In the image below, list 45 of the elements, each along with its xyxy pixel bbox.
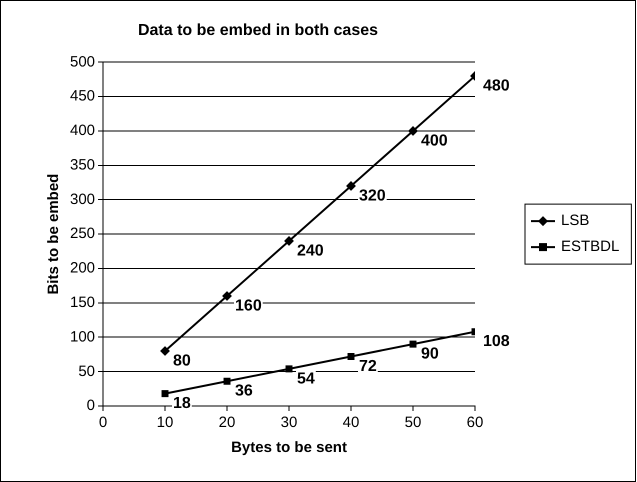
x-axis-title: Bytes to be sent: [231, 439, 347, 456]
data-label: 36: [235, 382, 253, 400]
point: [408, 126, 418, 136]
data-label: 400: [421, 132, 448, 150]
point: [162, 390, 168, 398]
data-label: 72: [359, 358, 377, 375]
y-tick-label: 450: [70, 88, 96, 105]
point: [224, 378, 230, 385]
x-tick-label: 10: [156, 414, 174, 432]
y-tick-label: 400: [70, 122, 96, 140]
data-label: 480: [483, 77, 510, 94]
y-tick-label: 100: [70, 328, 96, 346]
data-label: 160: [235, 297, 262, 314]
y-tick-label: 200: [70, 260, 96, 277]
data-label: 240: [297, 242, 324, 260]
legend-label: ESTBDL: [561, 238, 620, 256]
point: [222, 291, 232, 300]
x-tick-label: 60: [466, 414, 484, 432]
point: [160, 346, 170, 356]
point: [346, 181, 356, 190]
y-tick-label: 50: [78, 362, 96, 380]
point: [284, 236, 294, 246]
data-label: 320: [359, 187, 386, 204]
data-label: 108: [483, 333, 510, 350]
point: [410, 340, 416, 348]
point: [286, 365, 292, 372]
y-tick-label: 0: [86, 397, 96, 414]
data-label: 18: [173, 395, 191, 412]
x-tick-label: 50: [404, 414, 422, 432]
legend-label: LSB: [561, 212, 590, 230]
y-tick-label: 300: [70, 190, 96, 208]
data-label: 80: [173, 352, 191, 370]
point: [348, 353, 354, 360]
y-axis-title: Bits to be embed: [45, 174, 62, 295]
chart-title: Data to be embed in both cases: [138, 22, 378, 40]
data-label: 54: [297, 370, 315, 388]
y-tick-label: 150: [70, 294, 96, 311]
y-tick-label: 250: [70, 225, 96, 242]
data-label: 90: [421, 346, 439, 363]
x-tick-label: 0: [98, 414, 108, 432]
y-tick-label: 500: [70, 53, 96, 70]
x-tick-label: 20: [218, 414, 236, 432]
x-tick-label: 30: [280, 414, 298, 432]
x-tick-label: 40: [342, 414, 360, 432]
y-tick-label: 350: [70, 156, 96, 174]
